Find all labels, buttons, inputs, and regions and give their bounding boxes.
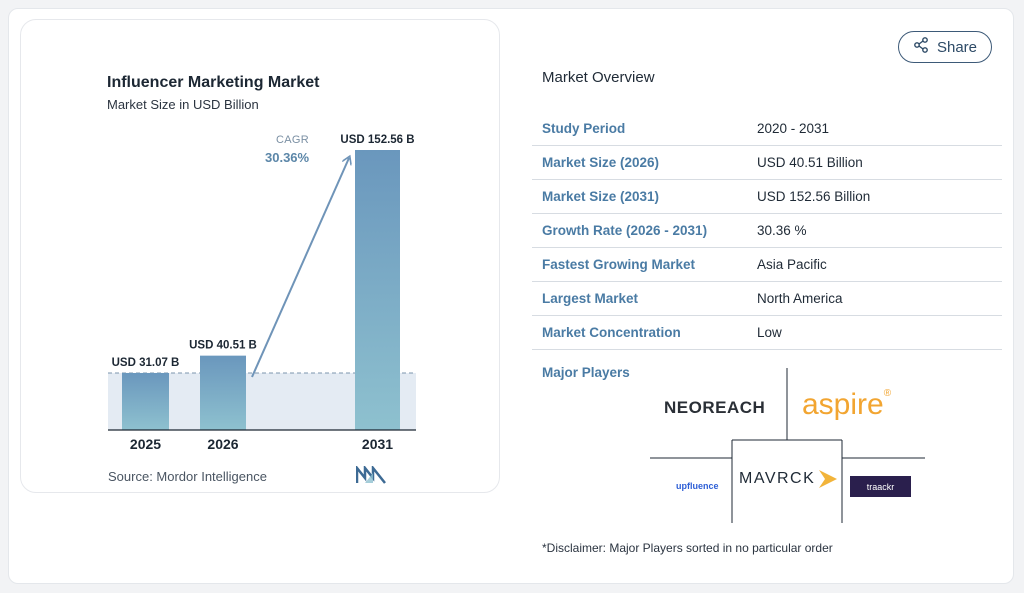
- traackr-logo: traackr: [850, 476, 911, 497]
- players-grid: [650, 368, 925, 523]
- disclaimer: *Disclaimer: Major Players sorted in no …: [542, 541, 833, 555]
- neoreach-text: NEOREACH: [664, 398, 766, 417]
- overview-row: Market Size (2031) USD 152.56 Billion: [532, 180, 1002, 214]
- chart-title: Influencer Marketing Market: [107, 74, 320, 91]
- row-value: 2020 - 2031: [757, 121, 830, 136]
- share-icon: [913, 37, 929, 57]
- share-label: Share: [936, 38, 978, 56]
- row-value: North America: [757, 291, 843, 306]
- chart-bar: [122, 372, 169, 430]
- aspire-logo: aspire®: [802, 388, 892, 421]
- upfluence-text: upfluence: [676, 481, 719, 491]
- row-key: Market Concentration: [542, 325, 681, 340]
- overview-table: Study Period 2020 - 2031 Market Size (20…: [532, 112, 1002, 350]
- row-value: USD 40.51 Billion: [757, 155, 863, 170]
- overview-row: Market Concentration Low: [532, 316, 1002, 350]
- overview-row: Largest Market North America: [532, 282, 1002, 316]
- row-key: Market Size (2026): [542, 155, 660, 170]
- row-key: Growth Rate (2026 - 2031): [542, 223, 708, 238]
- row-value: Asia Pacific: [757, 257, 827, 272]
- traackr-text: traackr: [866, 481, 895, 492]
- cagr-value: 30.36%: [265, 150, 310, 165]
- cagr-arrow: [251, 158, 349, 378]
- row-key: Study Period: [542, 121, 626, 136]
- row-key: Fastest Growing Market: [542, 257, 696, 272]
- mordor-logo-icon: [355, 464, 386, 489]
- aspire-text: aspire: [802, 388, 884, 421]
- overview-title: Market Overview: [542, 69, 655, 86]
- chart-data-label: USD 152.56 B: [340, 134, 414, 146]
- overview-row: Growth Rate (2026 - 2031) 30.36 %: [532, 214, 1002, 248]
- chart-data-label: USD 31.07 B: [112, 357, 180, 369]
- mavrck-logo: MAVRCK: [739, 469, 839, 489]
- chart-tick-label: 2026: [207, 436, 238, 452]
- major-players-label: Major Players: [542, 365, 630, 380]
- overview-row: Fastest Growing Market Asia Pacific: [532, 248, 1002, 282]
- chart-bar: [355, 150, 400, 430]
- mavrck-chevron-icon: [819, 470, 838, 488]
- chart-source: Source: Mordor Intelligence: [108, 469, 267, 484]
- row-key: Market Size (2031): [542, 189, 660, 204]
- share-button[interactable]: Share: [898, 31, 992, 63]
- upfluence-logo: upfluence: [676, 481, 719, 491]
- row-value: USD 152.56 Billion: [757, 189, 871, 204]
- chart-subtitle: Market Size in USD Billion: [107, 97, 259, 112]
- row-key: Largest Market: [542, 291, 639, 306]
- cagr-label: CAGR: [276, 134, 309, 146]
- chart-bar: [200, 355, 246, 430]
- chart-data-label: USD 40.51 B: [189, 340, 257, 352]
- overview-row: Study Period 2020 - 2031: [532, 112, 1002, 146]
- row-value: 30.36 %: [757, 223, 807, 238]
- chart-tick-label: 2025: [130, 436, 161, 452]
- chart-tick-label: 2031: [362, 436, 393, 452]
- mavrck-text: MAVRCK: [739, 470, 816, 487]
- row-value: Low: [757, 325, 782, 340]
- overview-row: Market Size (2026) USD 40.51 Billion: [532, 146, 1002, 180]
- neoreach-logo: NEOREACH: [664, 398, 765, 418]
- chart-svg: USD 31.07 B 2025 USD 40.51 B 2026 USD 152.56…: [108, 134, 416, 452]
